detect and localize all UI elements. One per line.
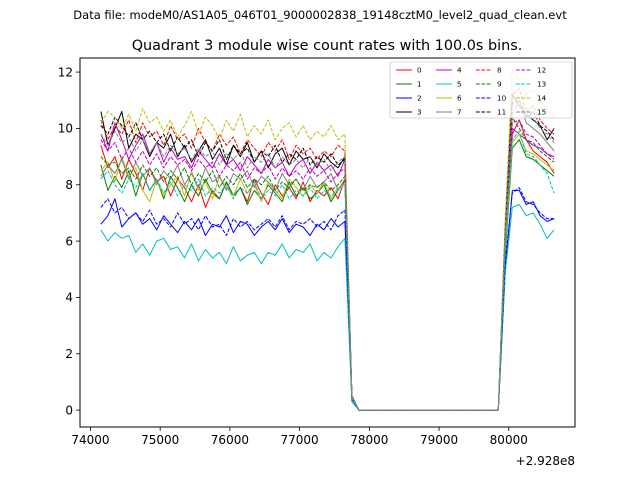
legend-label-3: 3 bbox=[417, 108, 422, 117]
series-line-10 bbox=[100, 187, 555, 411]
legend-box bbox=[389, 61, 573, 119]
y-axis: 0 2 4 6 8 10 12 bbox=[58, 65, 80, 417]
legend-label-8: 8 bbox=[497, 66, 502, 75]
y-tick-label: 12 bbox=[58, 65, 73, 79]
x-axis: 74000 75000 76000 77000 78000 79000 80000 bbox=[71, 427, 528, 447]
legend-label-5: 5 bbox=[457, 80, 462, 89]
series-line-11 bbox=[100, 99, 555, 411]
y-tick-label: 10 bbox=[58, 122, 73, 136]
legend-label-15: 15 bbox=[537, 108, 546, 117]
chart-title: Quadrant 3 module wise count rates with … bbox=[132, 38, 523, 54]
plot-frame bbox=[79, 57, 576, 428]
y-tick-label: 8 bbox=[65, 178, 73, 192]
x-tick-label: 74000 bbox=[71, 433, 109, 447]
series-line-14 bbox=[100, 68, 555, 411]
legend-label-9: 9 bbox=[497, 80, 502, 89]
series-line-12 bbox=[100, 119, 555, 411]
legend-label-1: 1 bbox=[417, 80, 422, 89]
x-offset-label: +2.928e8 bbox=[516, 454, 575, 468]
series-layer bbox=[100, 68, 555, 411]
legend-label-6: 6 bbox=[457, 94, 462, 103]
legend-label-0: 0 bbox=[417, 66, 422, 75]
series-line-15 bbox=[100, 99, 555, 411]
legend-label-14: 14 bbox=[537, 94, 547, 103]
legend-label-13: 13 bbox=[537, 80, 546, 89]
legend-label-12: 12 bbox=[537, 66, 546, 75]
x-tick-label: 75000 bbox=[141, 433, 179, 447]
x-tick-label: 80000 bbox=[490, 433, 528, 447]
y-tick-label: 4 bbox=[65, 291, 73, 305]
x-tick-label: 77000 bbox=[281, 433, 319, 447]
x-tick-label: 76000 bbox=[211, 433, 249, 447]
y-tick-label: 0 bbox=[65, 403, 73, 417]
legend-label-7: 7 bbox=[457, 108, 462, 117]
chart-suptitle: Data file: modeM0/AS1A05_046T01_90000028… bbox=[73, 8, 567, 22]
x-tick-label: 78000 bbox=[350, 433, 388, 447]
x-tick-label: 79000 bbox=[420, 433, 458, 447]
legend-label-4: 4 bbox=[457, 66, 462, 75]
legend-label-2: 2 bbox=[417, 94, 422, 103]
y-tick-label: 2 bbox=[65, 347, 73, 361]
legend-label-10: 10 bbox=[497, 94, 507, 103]
legend-label-11: 11 bbox=[497, 108, 506, 117]
y-tick-label: 6 bbox=[65, 234, 73, 248]
